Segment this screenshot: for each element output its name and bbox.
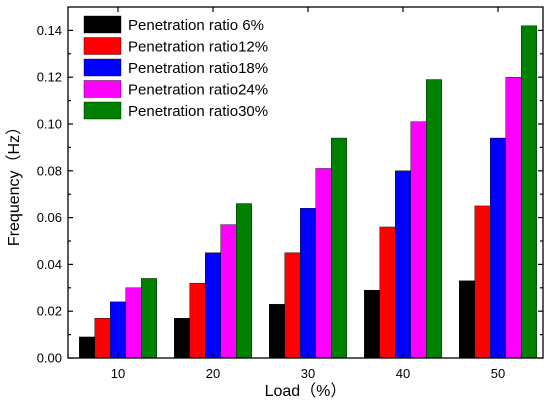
y-axis-title: Frequency（Hz） bbox=[5, 119, 23, 246]
x-tick-label: 30 bbox=[301, 366, 315, 381]
bar-s1-20 bbox=[174, 318, 190, 359]
bar-s3-40 bbox=[395, 170, 411, 359]
bar-s4-40 bbox=[410, 121, 427, 359]
y-tick-label: 0.04 bbox=[37, 257, 62, 272]
y-tick-label: 0.10 bbox=[37, 117, 62, 132]
legend-swatch-4 bbox=[83, 80, 122, 98]
bar-s5-20 bbox=[236, 203, 252, 359]
legend: Penetration ratio 6% Penetration ratio12%… bbox=[83, 15, 268, 120]
bar-s2-20 bbox=[189, 282, 206, 359]
legend-swatch-2 bbox=[83, 37, 122, 55]
bar-s2-30 bbox=[284, 252, 301, 359]
legend-swatch-1 bbox=[83, 15, 122, 34]
x-tick-label: 50 bbox=[491, 366, 505, 381]
x-tick-label: 20 bbox=[206, 366, 220, 381]
bar-s3-50 bbox=[490, 137, 506, 359]
y-tick-label: 0.14 bbox=[37, 23, 62, 38]
bar-s2-50 bbox=[474, 205, 491, 359]
bars-group bbox=[79, 25, 537, 359]
y-tick-label: 0.02 bbox=[37, 304, 62, 319]
bar-s2-40 bbox=[379, 226, 396, 359]
bar-s5-10 bbox=[141, 278, 157, 359]
bar-s1-30 bbox=[269, 303, 285, 359]
bar-s4-20 bbox=[220, 224, 237, 359]
y-tick-label: 0.06 bbox=[37, 210, 62, 225]
axes-group: 0.00 0.02 0.04 0.06 0.08 0.10 0.12 0.14 10 20 30 40… bbox=[37, 6, 544, 381]
legend-label-1: Penetration ratio 6% bbox=[128, 17, 264, 34]
x-tick-label: 10 bbox=[111, 366, 125, 381]
bar-s1-10 bbox=[79, 336, 95, 359]
bar-s3-10 bbox=[110, 301, 126, 359]
bar-s4-30 bbox=[315, 168, 332, 359]
bar-s3-20 bbox=[205, 252, 221, 359]
legend-swatch-3 bbox=[83, 58, 122, 77]
legend-label-5: Penetration ratio30% bbox=[128, 103, 268, 120]
bar-s5-30 bbox=[331, 137, 347, 359]
bar-s1-50 bbox=[459, 280, 475, 359]
plot-frame bbox=[67, 6, 544, 359]
bar-s2-10 bbox=[94, 318, 111, 359]
bar-s5-50 bbox=[521, 25, 537, 359]
bar-s4-10 bbox=[125, 287, 142, 359]
bar-s3-30 bbox=[300, 208, 316, 359]
bar-s1-40 bbox=[364, 289, 380, 359]
y-tick-label: 0.08 bbox=[37, 163, 62, 178]
legend-label-4: Penetration ratio24% bbox=[128, 82, 268, 99]
x-tick-label: 40 bbox=[396, 366, 410, 381]
bar-s5-40 bbox=[426, 79, 442, 359]
bar-s4-50 bbox=[505, 76, 522, 359]
legend-label-3: Penetration ratio18% bbox=[128, 60, 268, 77]
y-tick-label: 0.00 bbox=[37, 351, 62, 366]
x-axis-title: Load（%） bbox=[265, 382, 347, 400]
legend-label-2: Penetration ratio12% bbox=[128, 39, 268, 56]
y-tick-label: 0.12 bbox=[37, 70, 62, 85]
legend-swatch-5 bbox=[83, 101, 122, 120]
